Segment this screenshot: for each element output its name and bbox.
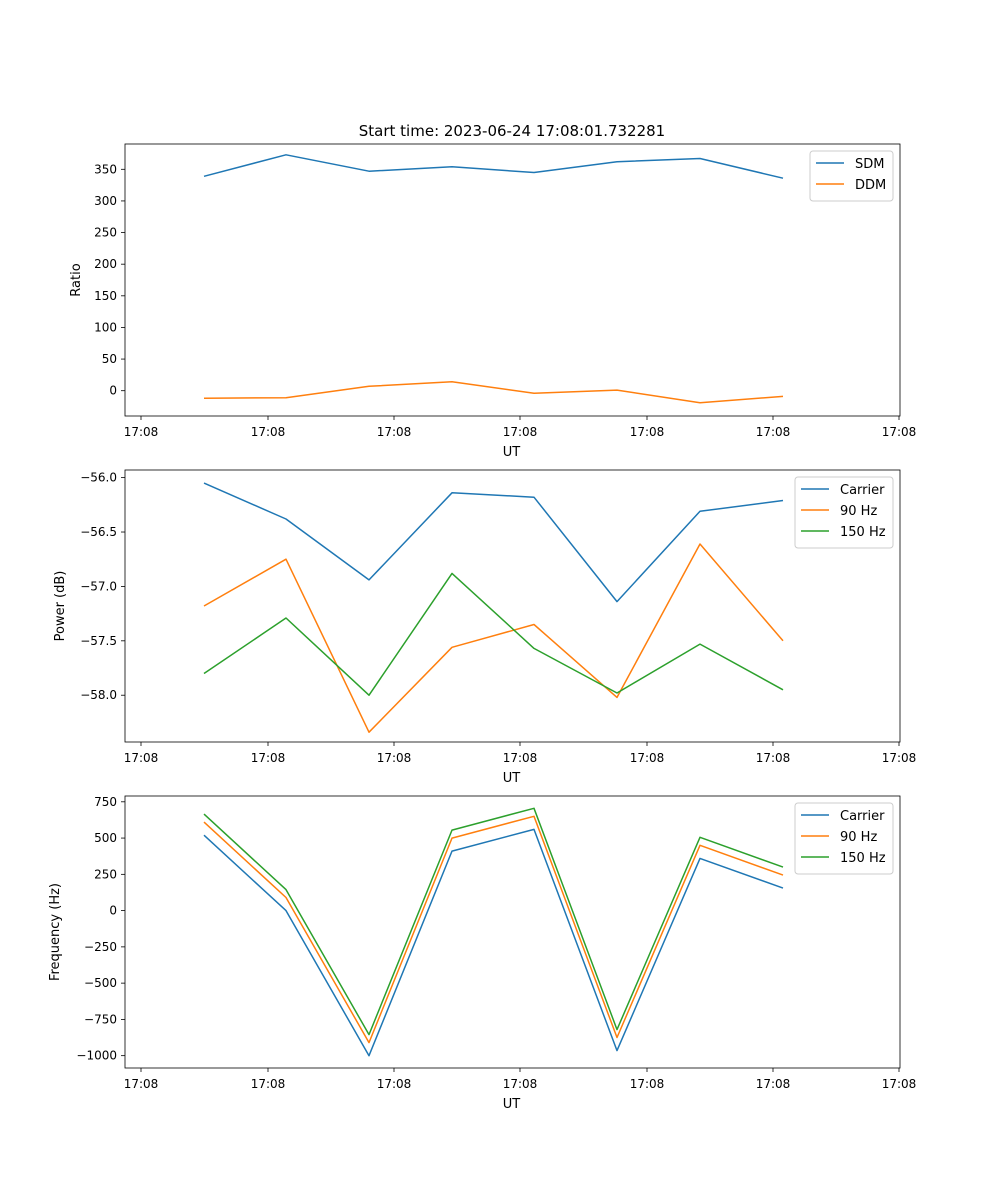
x-tick-label: 17:08	[377, 425, 412, 439]
y-tick-label: −250	[84, 940, 117, 954]
y-tick-label: −58.0	[80, 688, 117, 702]
y-axis-label: Frequency (Hz)	[48, 883, 63, 981]
x-tick-label: 17:08	[251, 425, 286, 439]
x-tick-label: 17:08	[251, 1077, 286, 1091]
series-line-90-hz	[203, 543, 784, 733]
y-tick-label: −57.5	[80, 634, 117, 648]
y-tick-label: −1000	[76, 1049, 117, 1063]
series-line-90-hz	[203, 815, 784, 1044]
x-tick-label: 17:08	[630, 751, 665, 765]
y-tick-label: 300	[94, 194, 117, 208]
legend-label: 150 Hz	[840, 851, 886, 866]
x-tick-label: 17:08	[756, 751, 791, 765]
x-tick-label: 17:08	[630, 425, 665, 439]
legend: SDM DDM	[809, 150, 894, 202]
y-tick-label: −56.0	[80, 471, 117, 485]
y-axis-label: Power (dB)	[53, 571, 68, 642]
x-axis-label: UT	[503, 771, 521, 786]
y-tick-label: 750	[94, 795, 117, 809]
x-tick-label: 17:08	[630, 1077, 665, 1091]
x-tick-label: 17:08	[503, 1077, 538, 1091]
legend-label: Carrier	[840, 809, 885, 824]
figure-title: Start time: 2023-06-24 17:08:01.732281	[359, 122, 665, 140]
chart-panel-3: 17:08 17:08 17:08 17:08 17:08 17:08 17:08 −1000…	[48, 795, 916, 1112]
legend: Carrier 90 Hz 150 Hz	[794, 802, 894, 875]
y-tick-label: −56.5	[80, 525, 117, 539]
x-axis-label: UT	[503, 445, 521, 460]
x-tick-label: 17:08	[503, 425, 538, 439]
x-tick-label: 17:08	[124, 751, 159, 765]
x-tick-label: 17:08	[756, 425, 791, 439]
y-tick-label: 0	[109, 384, 117, 398]
x-tick-label: 17:08	[503, 751, 538, 765]
y-tick-label: −500	[84, 976, 117, 990]
y-tick-label: 100	[94, 320, 117, 334]
x-tick-label: 17:08	[882, 1077, 917, 1091]
axes-frame	[124, 795, 901, 1069]
series-line-ddm	[203, 381, 784, 404]
x-tick-label: 17:08	[124, 1077, 159, 1091]
legend: Carrier 90 Hz 150 Hz	[794, 476, 894, 549]
y-tick-label: 0	[109, 904, 117, 918]
legend-label: 90 Hz	[840, 504, 877, 519]
series-line-carrier	[203, 482, 784, 603]
legend-label: Carrier	[840, 483, 885, 498]
axes-frame	[124, 469, 901, 743]
y-tick-label: 50	[102, 352, 117, 366]
series-line-150-hz	[203, 572, 784, 696]
series-line-sdm	[203, 154, 784, 179]
y-axis-label: Ratio	[69, 263, 84, 296]
axes-frame	[124, 143, 901, 417]
series-line-150-hz	[203, 807, 784, 1036]
chart-panel-1: 17:08 17:08 17:08 17:08 17:08 17:08 17:08 0 50 10…	[69, 143, 917, 460]
x-tick-label: 17:08	[251, 751, 286, 765]
y-tick-label: 200	[94, 257, 117, 271]
x-tick-label: 17:08	[377, 1077, 412, 1091]
y-tick-label: 350	[94, 162, 117, 176]
y-tick-label: 500	[94, 831, 117, 845]
x-tick-label: 17:08	[377, 751, 412, 765]
legend-label: 150 Hz	[840, 525, 886, 540]
legend-label: DDM	[855, 178, 886, 193]
x-axis-label: UT	[503, 1097, 521, 1112]
series-line-carrier	[203, 828, 784, 1057]
y-tick-label: 250	[94, 867, 117, 881]
x-tick-label: 17:08	[882, 425, 917, 439]
y-tick-label: −750	[84, 1012, 117, 1026]
panels: 17:08 17:08 17:08 17:08 17:08 17:08 17:08 0 50 10…	[48, 143, 917, 1112]
y-tick-label: −57.0	[80, 579, 117, 593]
legend-label: SDM	[855, 157, 884, 172]
y-tick-label: 150	[94, 289, 117, 303]
chart-panel-2: 17:08 17:08 17:08 17:08 17:08 17:08 17:08 −58.0…	[53, 469, 917, 786]
legend-label: 90 Hz	[840, 830, 877, 845]
y-tick-label: 250	[94, 226, 117, 240]
x-tick-label: 17:08	[756, 1077, 791, 1091]
x-tick-label: 17:08	[124, 425, 159, 439]
x-tick-label: 17:08	[882, 751, 917, 765]
